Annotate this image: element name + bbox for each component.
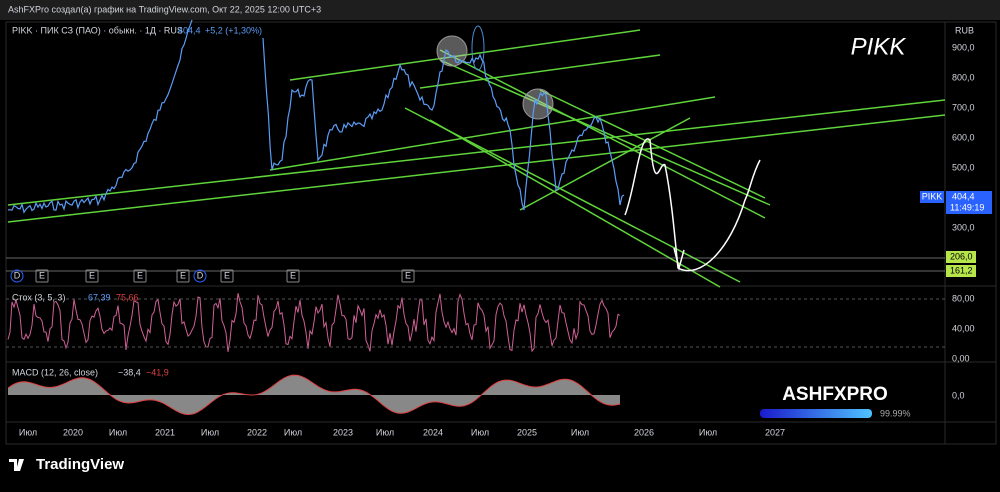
event-label: E xyxy=(290,270,296,280)
progress: 99.99% xyxy=(880,408,911,418)
event-marker xyxy=(401,269,415,283)
time-label: Июл xyxy=(571,427,589,437)
price-line xyxy=(7,19,625,214)
macd-signal: −41,9 xyxy=(146,367,169,377)
price-tick: 600,0 xyxy=(952,132,975,142)
price-tick: 800,0 xyxy=(952,72,975,82)
level-badge xyxy=(946,265,976,277)
time-label: 2022 xyxy=(247,427,267,437)
progress-bar xyxy=(760,409,872,418)
macd-label: MACD (12, 26, close) xyxy=(12,367,98,377)
legend-change: +5,2 (+1,30%) xyxy=(205,25,262,35)
last-ticker-badge xyxy=(920,191,944,203)
time-label: 2020 xyxy=(63,427,83,437)
trend-lines xyxy=(6,29,946,288)
event-label: E xyxy=(180,270,186,280)
time-label: 2026 xyxy=(634,427,654,437)
top-bar xyxy=(0,0,1000,20)
macd-line xyxy=(7,374,621,416)
last-price-badge xyxy=(946,191,992,214)
time-label: Июл xyxy=(376,427,394,437)
stoch-tick: 80,00 xyxy=(952,293,975,303)
currency: RUB xyxy=(955,25,974,35)
event-label: E xyxy=(405,270,411,280)
symbol: PIKK · ПИК СЗ (ПАО) · обыкн. · 1Д · RUS xyxy=(12,25,183,35)
time-label: Июл xyxy=(201,427,219,437)
stoch-tick: 0,00 xyxy=(952,353,970,363)
stoch-label: Стох (3, 5, 3) xyxy=(12,292,65,302)
event-label: E xyxy=(39,270,45,280)
macd-tick: 0,0 xyxy=(952,390,965,400)
last-price: 404,4 xyxy=(952,191,975,201)
event-marker xyxy=(220,269,234,283)
level-label: 161,2 xyxy=(950,265,973,275)
last-time: 11:49:19 xyxy=(950,202,984,212)
level-badge xyxy=(946,251,976,263)
drawn-arrow xyxy=(624,138,761,272)
event-marker xyxy=(286,269,300,283)
time-label: 2027 xyxy=(765,427,785,437)
header-title: AshFXPro создал(а) график на TradingView… xyxy=(8,4,321,14)
chart-frame xyxy=(5,21,997,445)
stoch-line xyxy=(7,293,621,353)
stoch-d: 75,66 xyxy=(116,292,139,302)
level-label: 206,0 xyxy=(950,251,973,261)
time-label: 2023 xyxy=(333,427,353,437)
event-marker xyxy=(176,269,190,283)
brand: ASHFXPRO xyxy=(782,384,888,405)
footer-logo: TradingView xyxy=(36,456,124,473)
event-label: E xyxy=(224,270,230,280)
arrow-head xyxy=(673,247,685,271)
event-label: E xyxy=(89,270,95,280)
macd-value: −38,4 xyxy=(118,367,141,377)
time-label: Июл xyxy=(284,427,302,437)
event-marker xyxy=(10,269,24,283)
legend-price: 404,4 xyxy=(178,25,201,35)
price-tick: 700,0 xyxy=(952,102,975,112)
time-label: Июл xyxy=(19,427,37,437)
time-label: 2024 xyxy=(423,427,443,437)
price-tick: 300,0 xyxy=(952,222,975,232)
event-marker xyxy=(85,269,99,283)
price-tick: 500,0 xyxy=(952,162,975,172)
highlight-ellipse xyxy=(471,25,485,71)
time-label: 2021 xyxy=(155,427,175,437)
event-marker xyxy=(133,269,147,283)
event-label: E xyxy=(137,270,143,280)
last-ticker: PIKK xyxy=(922,191,943,201)
price-tick: 900,0 xyxy=(952,42,975,52)
event-marker xyxy=(35,269,49,283)
logo-icon xyxy=(9,459,24,471)
event-label: D xyxy=(197,270,204,280)
time-label: Июл xyxy=(699,427,717,437)
watermark: PIKK xyxy=(851,33,907,60)
time-label: Июл xyxy=(109,427,127,437)
time-label: Июл xyxy=(471,427,489,437)
highlight-circle xyxy=(522,88,554,120)
time-label: 2025 xyxy=(517,427,537,437)
stoch-tick: 40,00 xyxy=(952,323,975,333)
stoch-k: 67,39 xyxy=(88,292,111,302)
event-marker xyxy=(193,269,207,283)
event-label: D xyxy=(14,270,21,280)
